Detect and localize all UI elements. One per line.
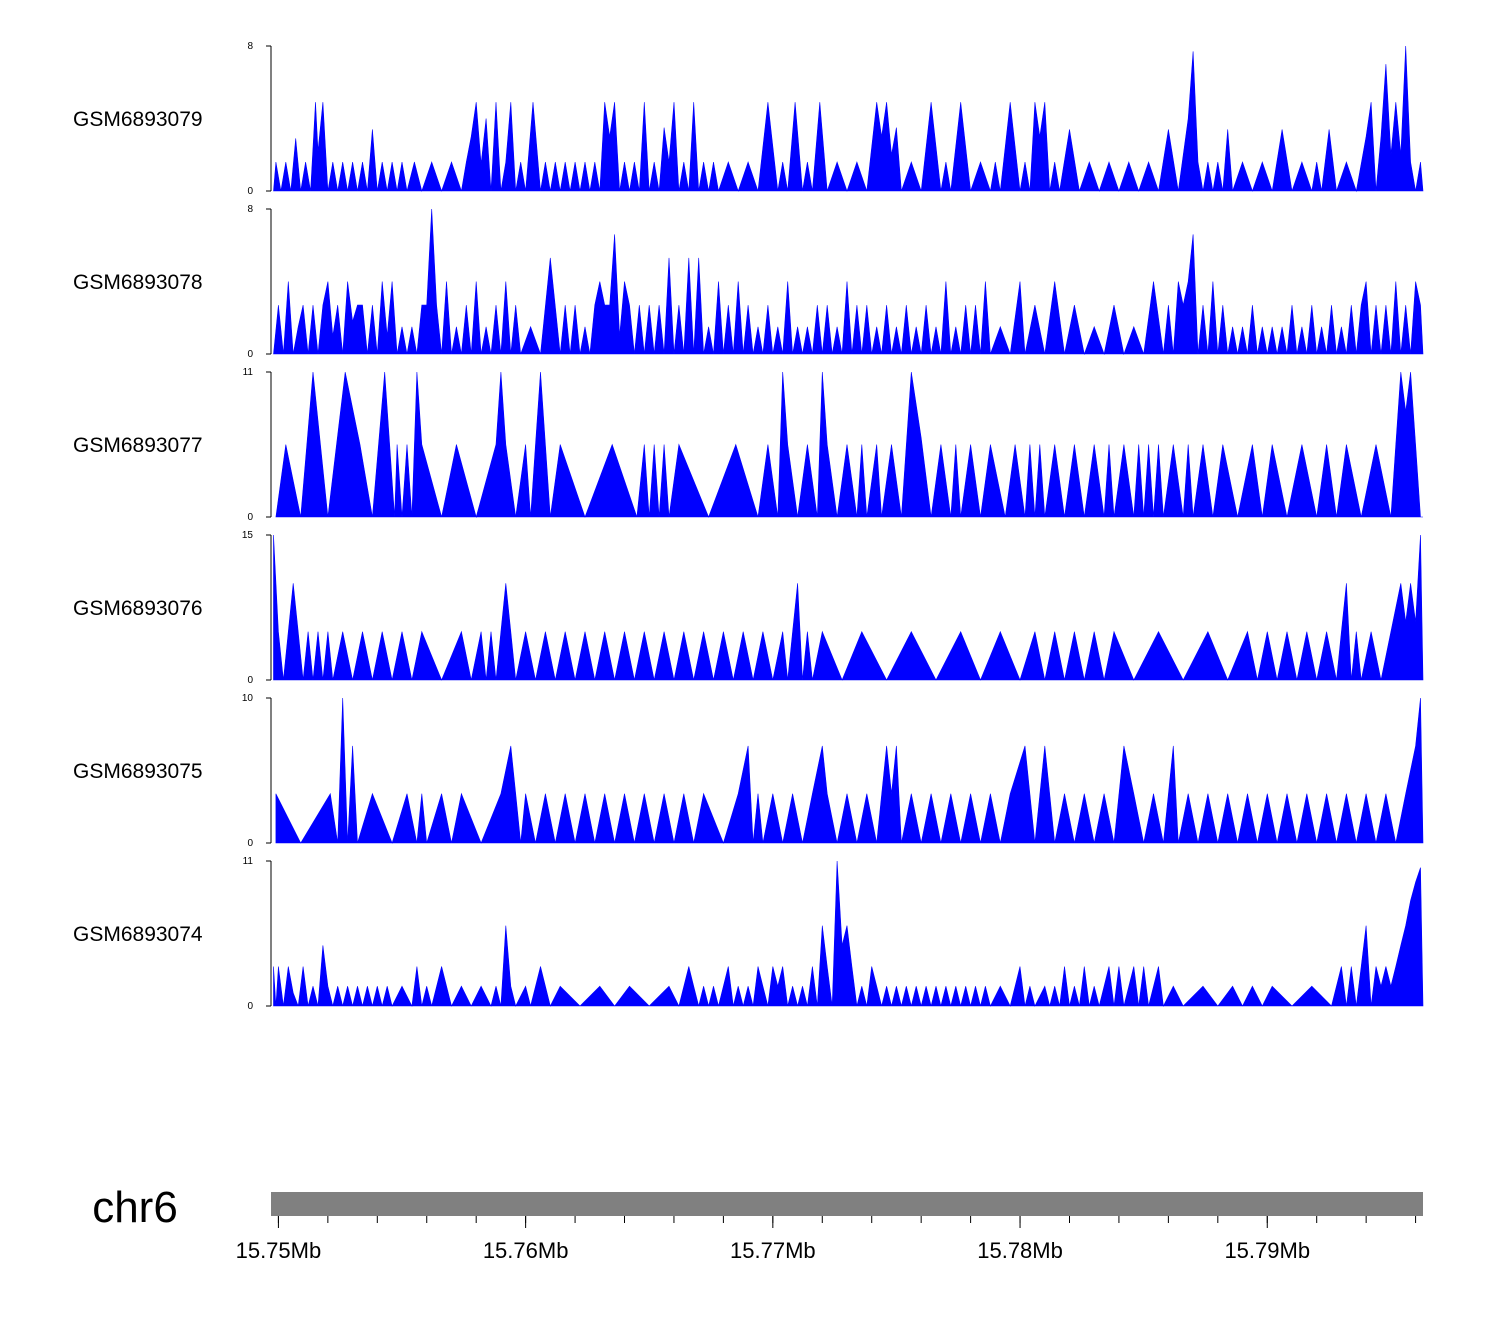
track-label: GSM6893079 xyxy=(73,108,203,131)
y-tick-label-zero: 0 xyxy=(247,838,253,849)
chromosome-label: chr6 xyxy=(92,1183,178,1232)
track-GSM6893078: GSM6893078 8 0 xyxy=(73,204,1424,360)
coverage-tracks: GSM689307980GSM689307880GSM6893077110GSM… xyxy=(73,41,1424,1012)
y-tick-label-max: 8 xyxy=(247,204,253,215)
x-tick-label: 15.77Mb xyxy=(730,1238,816,1263)
coverage-area xyxy=(273,860,1424,1008)
track-label: GSM6893078 xyxy=(73,271,203,294)
track-GSM6893076: GSM6893076 15 0 xyxy=(73,530,1424,686)
x-tick-label: 15.78Mb xyxy=(977,1238,1063,1263)
chromosome-ideogram: chr6 15.75Mb 15.76Mb 15.77Mb 15.78Mb 15.79Mb xyxy=(92,1183,1423,1263)
y-tick-label-max: 8 xyxy=(247,41,253,52)
track-label: GSM6893074 xyxy=(73,923,203,946)
chromosome-bar xyxy=(271,1192,1423,1216)
genomic-axis: 15.75Mb 15.76Mb 15.77Mb 15.78Mb 15.79Mb xyxy=(236,1216,1417,1263)
track-label: GSM6893077 xyxy=(73,434,203,457)
x-tick-label: 15.75Mb xyxy=(236,1238,322,1263)
coverage-area xyxy=(273,208,1424,356)
y-tick-label-zero: 0 xyxy=(247,186,253,197)
y-tick-label-max: 15 xyxy=(242,530,254,541)
y-tick-label-zero: 0 xyxy=(247,675,253,686)
x-tick-label: 15.79Mb xyxy=(1224,1238,1310,1263)
y-tick-label-zero: 0 xyxy=(247,1001,253,1012)
track-label: GSM6893076 xyxy=(73,597,203,620)
y-tick-label-zero: 0 xyxy=(247,349,253,360)
track-GSM6893074: GSM6893074 11 0 xyxy=(73,856,1424,1012)
y-tick-label-max: 11 xyxy=(243,367,254,378)
track-GSM6893075: GSM6893075 10 0 xyxy=(73,693,1424,849)
coverage-area xyxy=(273,45,1424,193)
coverage-area xyxy=(273,534,1424,681)
coverage-area xyxy=(275,371,1423,519)
x-tick-label: 15.76Mb xyxy=(483,1238,569,1263)
y-tick-label-max: 11 xyxy=(243,856,254,867)
track-GSM6893077: GSM6893077 11 0 xyxy=(73,367,1423,523)
y-tick-label-zero: 0 xyxy=(247,512,253,523)
coverage-area xyxy=(275,697,1424,844)
y-tick-label-max: 10 xyxy=(242,693,254,704)
track-label: GSM6893075 xyxy=(73,760,203,783)
track-GSM6893079: GSM6893079 8 0 xyxy=(73,41,1424,197)
